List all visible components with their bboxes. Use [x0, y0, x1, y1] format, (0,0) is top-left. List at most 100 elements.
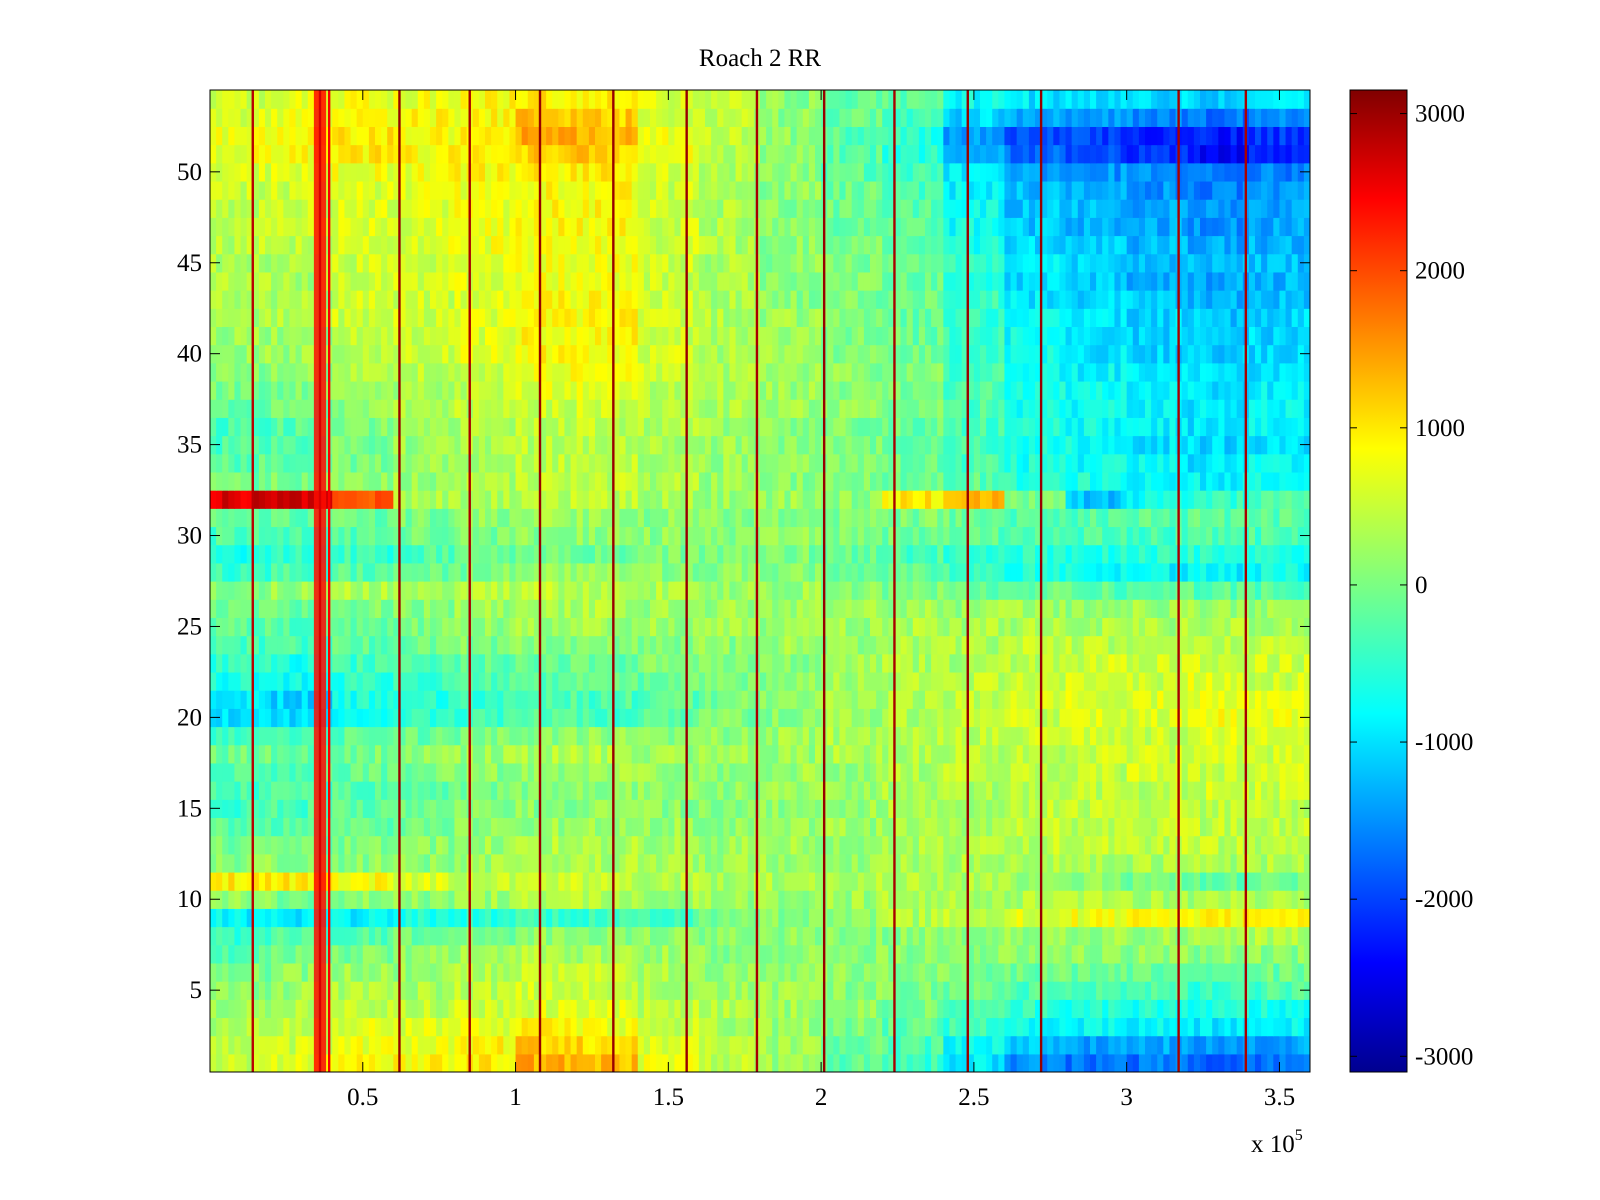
heatmap-cell	[582, 508, 590, 528]
heatmap-cell	[387, 508, 394, 528]
heatmap-cell	[613, 108, 621, 127]
heatmap-cell	[423, 253, 431, 273]
heatmap-cell	[711, 762, 718, 782]
heatmap-cell	[228, 271, 236, 291]
heatmap-cell	[674, 853, 682, 873]
heatmap-cell	[234, 653, 242, 673]
heatmap-cell	[399, 217, 407, 237]
heatmap-cell	[668, 926, 676, 946]
heatmap-cell	[368, 399, 376, 418]
heatmap-cell	[595, 744, 602, 764]
heatmap-cell	[442, 471, 449, 491]
heatmap-cell	[515, 126, 523, 146]
heatmap-cell	[576, 90, 584, 109]
heatmap-cell	[478, 290, 486, 309]
heatmap-cell	[485, 453, 492, 473]
heatmap-cell	[338, 199, 346, 218]
heatmap-cell	[423, 399, 431, 418]
heatmap-cell	[472, 653, 480, 673]
heatmap-cell	[307, 871, 315, 891]
heatmap-cell	[271, 217, 278, 237]
heatmap-cell	[289, 271, 297, 291]
heatmap-cell	[411, 1017, 419, 1037]
heatmap-cell	[442, 926, 449, 946]
heatmap-cell	[790, 926, 798, 946]
heatmap-cell	[234, 326, 242, 346]
heatmap-cell	[258, 453, 266, 473]
heatmap-cell	[705, 562, 712, 582]
heatmap-cell	[307, 781, 315, 800]
heatmap-cell	[674, 253, 682, 273]
heatmap-cell	[552, 490, 559, 509]
heatmap-cell	[570, 999, 578, 1019]
heatmap-cell	[448, 526, 456, 546]
heatmap-cell	[295, 799, 303, 819]
heatmap-cell	[283, 526, 291, 546]
heatmap-cell	[533, 999, 541, 1019]
heatmap-cell	[582, 835, 590, 855]
heatmap-cell	[601, 199, 608, 218]
heatmap-cell	[228, 1035, 236, 1055]
heatmap-cell	[356, 399, 364, 418]
heatmap-cell	[558, 235, 566, 255]
heatmap-cell	[619, 1035, 627, 1055]
heatmap-cell	[613, 781, 621, 800]
heatmap-cell	[656, 617, 663, 637]
heatmap-cell	[301, 781, 309, 800]
heatmap-cell	[723, 417, 731, 437]
heatmap-cell	[546, 817, 553, 837]
heatmap-cell	[784, 981, 792, 1000]
heatmap-cell	[423, 1053, 431, 1072]
heatmap-cell	[411, 180, 419, 200]
heatmap-cell	[448, 126, 456, 146]
heatmap-cell	[393, 253, 401, 273]
heatmap-cell	[399, 544, 407, 564]
heatmap-cell	[717, 108, 724, 127]
heatmap-cell	[283, 999, 291, 1019]
heatmap-cell	[552, 508, 559, 528]
heatmap-cell	[350, 544, 358, 564]
heatmap-cell	[356, 290, 364, 309]
heatmap-cell	[735, 1017, 743, 1037]
heatmap-cell	[540, 399, 547, 418]
heatmap-cell	[582, 799, 590, 819]
heatmap-cell	[478, 380, 486, 400]
heatmap-cell	[491, 417, 498, 437]
heatmap-cell	[332, 744, 339, 764]
heatmap-cell	[576, 871, 584, 891]
heatmap-cell	[405, 108, 413, 127]
heatmap-cell	[417, 290, 425, 309]
heatmap-cell	[332, 417, 339, 437]
heatmap-cell	[216, 235, 223, 255]
heatmap-cell	[674, 744, 682, 764]
heatmap-cell	[711, 526, 718, 546]
heatmap-cell	[222, 144, 229, 164]
heatmap-cell	[472, 981, 480, 1000]
heatmap-cell	[344, 726, 352, 746]
heatmap-cell	[656, 217, 663, 237]
heatmap-cell	[570, 417, 578, 437]
heatmap-cell	[375, 471, 382, 491]
heatmap-cell	[717, 380, 724, 400]
heatmap-cell	[411, 308, 419, 328]
heatmap-cell	[705, 199, 712, 218]
heatmap-cell	[527, 326, 535, 346]
heatmap-cell	[423, 671, 431, 691]
heatmap-cell	[784, 1035, 792, 1055]
heatmap-cell	[515, 162, 523, 182]
heatmap-cell	[515, 453, 523, 473]
heatmap-cell	[265, 744, 272, 764]
heatmap-cell	[643, 490, 651, 509]
heatmap-cell	[240, 781, 248, 800]
heatmap-cell	[723, 671, 731, 691]
heatmap-cell	[607, 617, 614, 637]
heatmap-cell	[246, 562, 254, 582]
heatmap-cell	[527, 908, 535, 928]
heatmap-cell	[491, 490, 498, 509]
heatmap-cell	[613, 617, 621, 637]
heatmap-cell	[277, 271, 284, 291]
heatmap-cell	[570, 235, 578, 255]
heatmap-cell	[680, 871, 688, 891]
heatmap-cell	[576, 853, 584, 873]
heatmap-cell	[570, 544, 578, 564]
